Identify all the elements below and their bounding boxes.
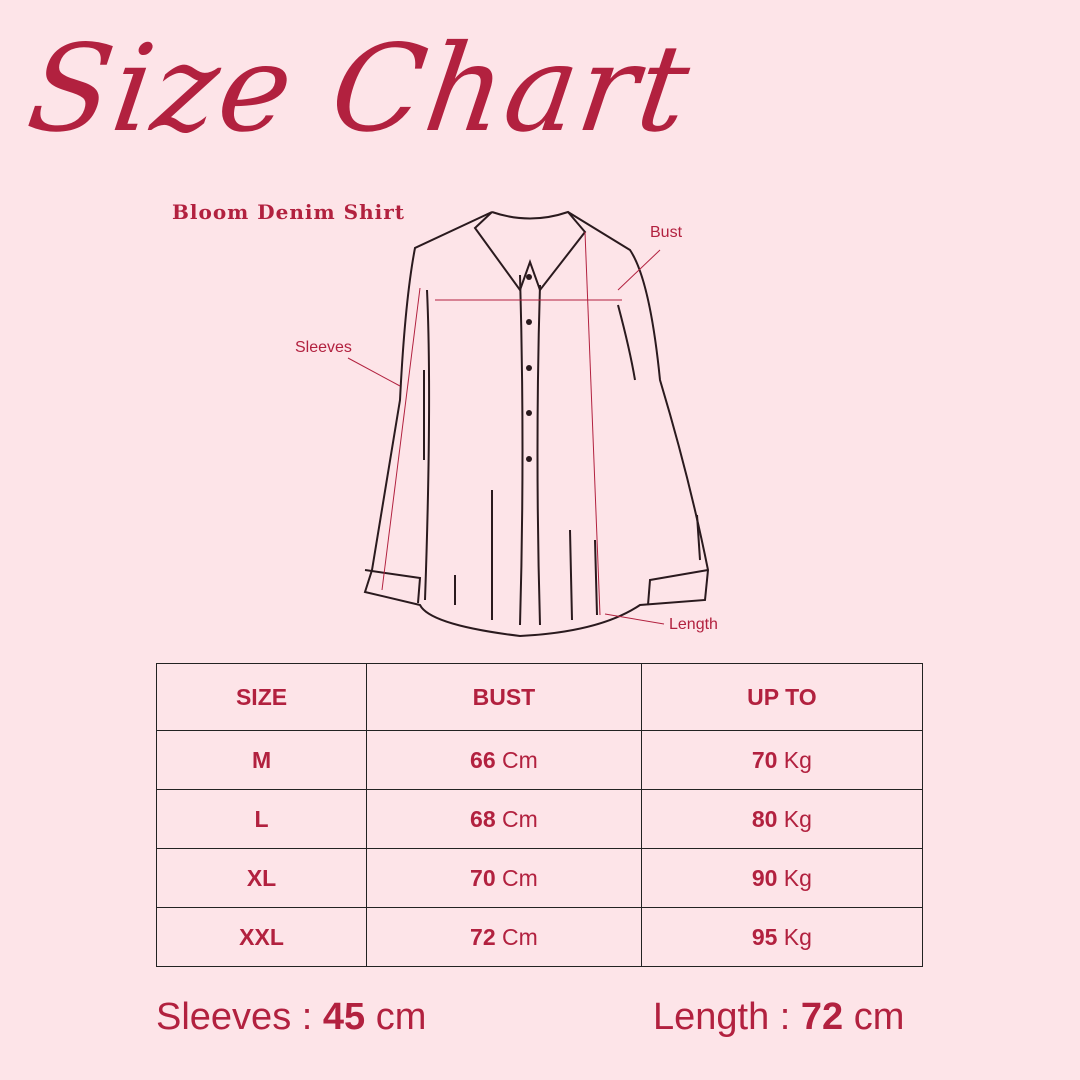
size-cell: XXL	[239, 923, 284, 950]
weight-value: 80	[751, 805, 778, 832]
bust-unit: Cm	[502, 864, 538, 891]
table-row: XL 70 Cm 90 Kg	[155, 848, 924, 908]
length-unit: cm	[853, 996, 905, 1038]
bust-unit: Cm	[502, 923, 538, 950]
sleeves-measure-line	[381, 287, 421, 591]
weight-unit: Kg	[783, 923, 812, 950]
length-label-text: Length :	[653, 996, 791, 1038]
header-upto: UP TO	[640, 663, 924, 731]
product-name: Bloom Denim Shirt	[172, 200, 405, 224]
weight-value: 90	[751, 864, 778, 891]
header-bust: BUST	[366, 663, 642, 731]
length-measurement: Length : 72 cm	[653, 996, 904, 1039]
table-row: L 68 Cm 80 Kg	[155, 789, 924, 849]
shirt-collar	[473, 210, 587, 293]
table-row: XXL 72 Cm 95 Kg	[155, 907, 924, 967]
weight-unit: Kg	[783, 805, 812, 832]
size-cell: XL	[246, 864, 277, 891]
table-header-row: SIZE BUST UP TO	[155, 663, 924, 731]
bust-label: Bust	[650, 224, 683, 241]
shirt-body	[363, 211, 710, 638]
length-measure-line	[584, 231, 601, 616]
bust-value: 68	[470, 805, 496, 832]
sleeves-measurement: Sleeves : 45 cm	[156, 996, 426, 1039]
table-row: M 66 Cm 70 Kg	[155, 730, 924, 790]
buttons	[526, 274, 532, 462]
weight-unit: Kg	[783, 746, 812, 773]
bust-value: 72	[470, 923, 496, 950]
length-value: 72	[800, 996, 844, 1038]
sleeves-value: 45	[322, 996, 366, 1038]
bust-value: 66	[470, 746, 496, 773]
sleeves-label: Sleeves	[295, 339, 352, 356]
shirt-illustration	[347, 210, 710, 638]
weight-value: 70	[751, 746, 778, 773]
weight-value: 95	[751, 923, 778, 950]
bust-value: 70	[470, 864, 496, 891]
weight-unit: Kg	[783, 864, 812, 891]
sleeves-unit: cm	[375, 996, 427, 1038]
bust-unit: Cm	[502, 805, 538, 832]
size-table: SIZE BUST UP TO M 66 Cm 70 Kg L 68 Cm 80…	[155, 663, 924, 967]
size-cell: M	[251, 746, 272, 773]
header-size: SIZE	[155, 663, 368, 731]
size-cell: L	[254, 805, 269, 832]
sleeves-label-text: Sleeves :	[156, 996, 313, 1038]
bust-unit: Cm	[502, 746, 538, 773]
length-label: Length	[669, 616, 718, 633]
